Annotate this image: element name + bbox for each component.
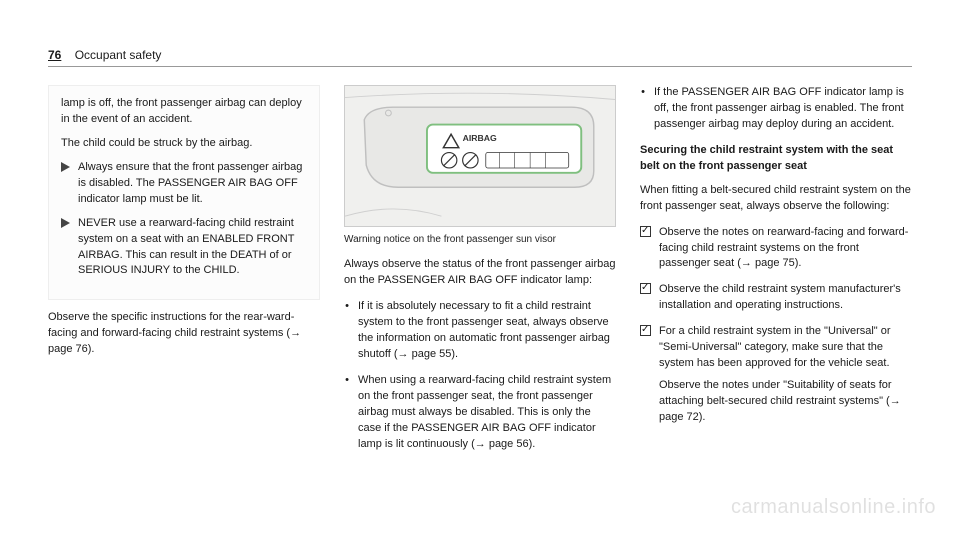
check-item: Observe the notes on rearward-facing and… [640, 225, 912, 273]
checkbox-icon [640, 226, 651, 237]
airbag-label-text: AIRBAG [463, 133, 497, 143]
body-text: When fitting a belt-secured child restra… [640, 183, 912, 215]
page-header: 76 Occupant safety [48, 48, 912, 67]
column-3: • If the PASSENGER AIR BAG OFF indicator… [640, 85, 912, 463]
column-1: lamp is off, the front passenger airbag … [48, 85, 320, 463]
action-text: NEVER use a rearward-facing child restra… [78, 216, 307, 280]
bullet-icon: • [344, 299, 350, 363]
check-text: For a child restraint system in the "Uni… [659, 324, 912, 372]
checkbox-icon [640, 283, 651, 294]
action-item: NEVER use a rearward-facing child restra… [61, 216, 307, 280]
page-number: 76 [48, 48, 61, 62]
figure-caption: Warning notice on the front passenger su… [344, 233, 616, 248]
sunvisor-figure: AIRBAG [344, 85, 616, 227]
bullet-icon: • [344, 373, 350, 453]
warning-text: lamp is off, the front passenger airbag … [61, 96, 307, 128]
check-text: Observe the child restraint system manuf… [659, 282, 912, 314]
action-item: Always ensure that the front passenger a… [61, 160, 307, 208]
body-text: Observe the specific instructions for th… [48, 310, 320, 358]
column-2: AIRBAG Warning notice on the front [344, 85, 616, 463]
warning-box: lamp is off, the front passenger airbag … [48, 85, 320, 300]
subheading: Securing the child restraint system with… [640, 143, 912, 175]
bullet-text: If the PASSENGER AIR BAG OFF indicator l… [654, 85, 912, 133]
triangle-bullet-icon [61, 218, 70, 280]
bullet-item: • If the PASSENGER AIR BAG OFF indicator… [640, 85, 912, 133]
check-item: Observe the child restraint system manuf… [640, 282, 912, 314]
action-text: Always ensure that the front passenger a… [78, 160, 307, 208]
checkbox-icon [640, 325, 651, 336]
check-text-group: For a child restraint system in the "Uni… [659, 324, 912, 426]
section-title: Occupant safety [75, 48, 162, 62]
bullet-text: If it is absolutely necessary to fit a c… [358, 299, 616, 363]
bullet-icon: • [640, 85, 646, 133]
warning-text: The child could be struck by the airbag. [61, 136, 307, 152]
bullet-item: • When using a rearward-facing child res… [344, 373, 616, 453]
check-item: For a child restraint system in the "Uni… [640, 324, 912, 426]
check-text: Observe the notes under "Suitability of … [659, 378, 912, 426]
page: 76 Occupant safety lamp is off, the fron… [0, 0, 960, 533]
columns: lamp is off, the front passenger airbag … [48, 85, 912, 463]
check-text: Observe the notes on rearward-facing and… [659, 225, 912, 273]
bullet-text: When using a rearward-facing child restr… [358, 373, 616, 453]
body-text: Always observe the status of the front p… [344, 257, 616, 289]
triangle-bullet-icon [61, 162, 70, 208]
bullet-item: • If it is absolutely necessary to fit a… [344, 299, 616, 363]
